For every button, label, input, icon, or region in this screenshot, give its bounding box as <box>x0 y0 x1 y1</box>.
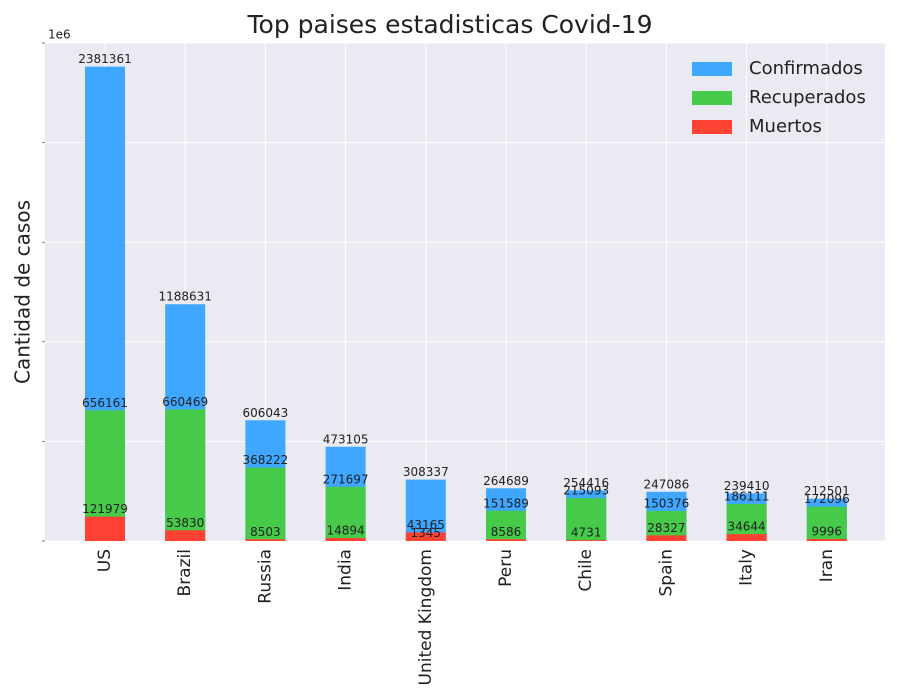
legend-label: Confirmados <box>749 58 863 79</box>
bar <box>245 467 286 541</box>
bar <box>405 479 446 541</box>
value-label: 150376 <box>643 497 689 511</box>
value-label: 28327 <box>647 521 685 535</box>
legend-swatch <box>692 62 732 76</box>
value-label: 215093 <box>563 484 609 498</box>
bar <box>566 498 607 541</box>
bar <box>85 516 125 541</box>
labels: US Brazil Russia India United Kingdom Peru Chi… <box>78 52 849 685</box>
x-tick-label: India <box>336 549 356 591</box>
x-tick-label: US <box>95 549 115 572</box>
bar <box>325 486 366 541</box>
legend-label: Muertos <box>749 116 822 137</box>
value-label: 186111 <box>724 489 770 503</box>
bar <box>646 535 687 541</box>
x-tick-label: Spain <box>656 549 676 597</box>
value-label: 9996 <box>812 525 843 539</box>
bar <box>806 506 847 541</box>
bar <box>165 530 206 541</box>
bar <box>806 539 847 541</box>
x-tick-label: Iran <box>817 549 837 582</box>
value-label: 4731 <box>571 526 602 540</box>
value-label: 172096 <box>804 492 850 506</box>
x-tick-label: Russia <box>255 549 275 604</box>
bar <box>486 510 526 541</box>
value-label: 368222 <box>242 453 288 467</box>
bars <box>85 66 847 542</box>
bar <box>325 538 366 541</box>
value-label: 1188631 <box>158 290 211 304</box>
y-axis-label: Cantidad de casos <box>11 200 35 384</box>
value-label: 53830 <box>166 516 204 530</box>
x-tick-label: United Kingdom <box>416 549 436 685</box>
x-tick-label: Italy <box>737 549 757 586</box>
value-label: 264689 <box>483 474 529 488</box>
legend-swatch <box>692 120 732 134</box>
legend-label: Recuperados <box>749 87 866 108</box>
bar <box>726 534 767 541</box>
value-label: 212501 <box>804 484 850 498</box>
value-label: 254416 <box>563 476 609 490</box>
value-label: 473105 <box>323 432 369 446</box>
x-tick-label: Peru <box>496 549 516 587</box>
value-label: 2381361 <box>78 52 131 66</box>
value-label: 656161 <box>82 396 128 410</box>
value-label: 247086 <box>643 477 689 491</box>
value-label: 239410 <box>724 479 770 493</box>
value-label: 34644 <box>728 520 766 534</box>
value-label: 151589 <box>483 496 529 510</box>
bar <box>405 532 446 541</box>
x-tick-label: Brazil <box>175 549 195 596</box>
axis-offset: 1e6 <box>48 28 71 42</box>
chart-title: Top paises estadisticas Covid-19 <box>247 10 653 39</box>
value-label: 606043 <box>242 406 288 420</box>
legend-swatch <box>692 91 732 105</box>
value-label: 8586 <box>491 525 522 539</box>
value-label: 14894 <box>327 524 365 538</box>
value-label: 308337 <box>403 465 449 479</box>
bar <box>165 409 206 541</box>
bar <box>486 539 526 541</box>
value-label: 1345 <box>411 526 442 540</box>
value-label: 43165 <box>407 518 445 532</box>
value-label: 271697 <box>323 472 369 486</box>
x-tick-label: Chile <box>576 549 596 592</box>
value-label: 660469 <box>162 395 208 409</box>
bar <box>566 540 607 541</box>
value-label: 8503 <box>250 525 281 539</box>
bar <box>245 539 286 541</box>
value-label: 121979 <box>82 502 128 516</box>
